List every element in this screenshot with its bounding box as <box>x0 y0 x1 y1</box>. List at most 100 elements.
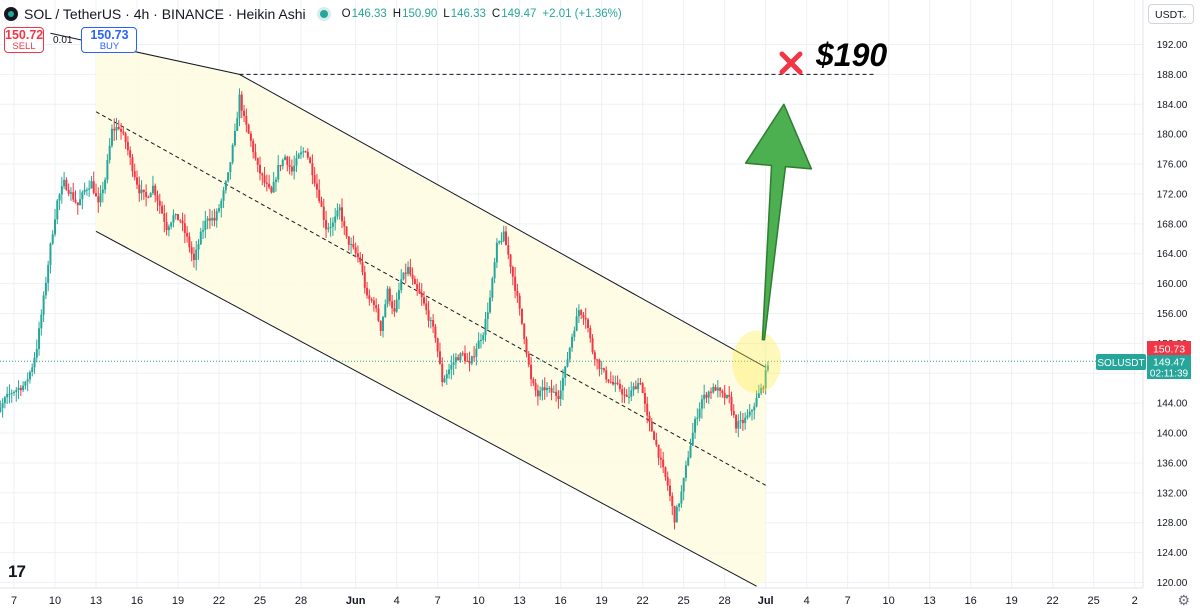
candle-down <box>536 390 539 397</box>
candle-down <box>288 164 291 167</box>
sell-button[interactable]: 150.72 SELL <box>4 27 44 53</box>
candle-down <box>473 356 476 358</box>
candle-down <box>669 485 671 496</box>
candle-down <box>325 219 328 230</box>
candle-up <box>199 231 202 245</box>
candle-down <box>641 383 644 393</box>
tradingview-logo-icon[interactable]: 17 <box>8 562 26 581</box>
candle-down <box>377 308 380 321</box>
currency-selector[interactable]: USDT ⌄ <box>1148 4 1194 24</box>
candle-down <box>315 183 318 190</box>
solana-logo-icon <box>4 7 18 21</box>
candle-down <box>580 310 583 315</box>
candle-up <box>552 391 555 393</box>
buy-label: BUY <box>99 41 120 52</box>
candle-up <box>739 420 742 422</box>
candlesticks <box>0 88 769 530</box>
time-tick-label: 13 <box>924 595 936 607</box>
candle-up <box>675 506 678 523</box>
candle-up <box>577 310 580 317</box>
high-value: 150.90 <box>402 8 438 20</box>
time-tick-label: 13 <box>514 595 526 607</box>
candle-down <box>304 151 307 153</box>
price-tick-label: 160.00 <box>1157 279 1188 290</box>
candle-down <box>320 201 323 207</box>
price-axis-bg[interactable] <box>1143 0 1200 588</box>
candle-up <box>338 207 341 211</box>
time-tick-label: 10 <box>473 595 485 607</box>
candle-up <box>56 200 59 220</box>
time-tick-label: 19 <box>596 595 608 607</box>
candle-down <box>657 444 660 458</box>
descending-channel <box>0 32 1143 587</box>
last-price-text: 149.47 <box>1153 357 1185 369</box>
symbol-tag-text: SOLUSDT <box>1097 358 1144 369</box>
time-tick-label: 28 <box>719 595 731 607</box>
time-tick-label: 28 <box>295 595 307 607</box>
candle-up <box>459 353 462 361</box>
buy-button[interactable]: 150.73 BUY <box>81 27 138 53</box>
spread-value: 0.01 <box>53 34 73 46</box>
candle-up <box>79 199 82 206</box>
candle-down <box>388 288 391 302</box>
candle-down <box>318 189 321 202</box>
candle-down <box>741 420 744 424</box>
candle-up <box>698 408 701 418</box>
candle-up <box>568 347 571 360</box>
candle-down <box>507 245 510 255</box>
candle-up <box>541 387 544 391</box>
chart-legend: SOL / TetherUS · 4h · BINANCE · Heikin A… <box>4 4 622 24</box>
bar-countdown: 02:11:39 <box>1150 369 1189 380</box>
candle-down <box>511 267 514 277</box>
candle-up <box>38 328 41 350</box>
candle-down <box>131 157 134 172</box>
candle-down <box>165 222 168 231</box>
candle-down <box>602 368 605 371</box>
last-price-tag: 149.47 02:11:39 <box>1147 355 1191 380</box>
candle-up <box>69 192 72 194</box>
market-status-icon[interactable] <box>319 10 328 18</box>
candle-down <box>190 247 193 254</box>
price-tick-label: 124.00 <box>1157 548 1188 559</box>
candle-down <box>145 191 148 197</box>
time-axis[interactable]: 7 10 13 16 19 22 25 28 Jun 4 7 10 13 16 19 22 25 28 Jul 4 7 1… <box>11 595 1138 607</box>
candle-up <box>33 357 36 368</box>
candle-down <box>605 370 608 380</box>
candle-down <box>639 383 642 385</box>
candle-up <box>707 391 710 398</box>
candle-down <box>466 360 469 362</box>
candle-down <box>671 495 674 507</box>
candle-up <box>573 330 576 337</box>
candle-up <box>498 241 501 243</box>
candle-down <box>762 387 765 389</box>
candle-up <box>85 189 88 191</box>
candle-down <box>516 290 519 296</box>
time-tick-label: 22 <box>1047 595 1059 607</box>
price-tick-label: 164.00 <box>1157 249 1188 260</box>
candle-down <box>249 133 252 141</box>
candle-up <box>566 359 569 367</box>
candle-down <box>393 308 396 312</box>
time-tick-label: 4 <box>804 595 810 607</box>
candle-up <box>167 226 170 231</box>
candle-up <box>302 151 305 153</box>
time-axis-bg[interactable] <box>0 588 1143 614</box>
candle-up <box>233 130 236 146</box>
candle-up <box>407 267 410 274</box>
symbol-title[interactable]: SOL / TetherUS · 4h · BINANCE · Heikin A… <box>24 6 306 22</box>
candle-down <box>370 299 373 301</box>
candle-up <box>88 188 91 190</box>
change-value: +2.01 (+1.36%) <box>542 8 622 20</box>
close-label: C <box>491 8 501 20</box>
candle-down <box>186 233 189 237</box>
sell-price: 150.72 <box>5 28 44 42</box>
upward-arrow-icon <box>744 103 813 341</box>
candle-up <box>195 249 198 261</box>
candle-down <box>117 126 120 129</box>
candle-down <box>427 310 430 321</box>
price-axis[interactable]: 120.00 124.00 128.00 132.00 136.00 140.00 144.… <box>1157 40 1188 589</box>
settings-gear-icon[interactable]: ⚙ <box>1177 592 1190 608</box>
candle-down <box>245 115 248 125</box>
candle-down <box>247 124 250 134</box>
